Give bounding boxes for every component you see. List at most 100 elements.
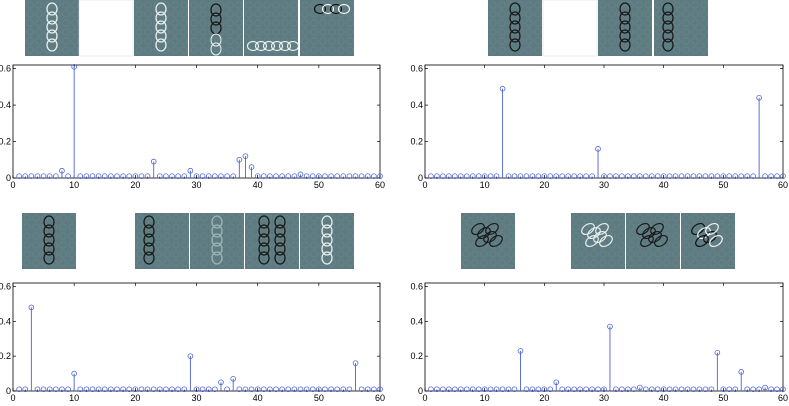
texture-ring [617, 10, 625, 18]
texture-ring [718, 250, 726, 258]
texture-ring [489, 259, 497, 267]
texture-ring [617, 1, 625, 9]
stem-marker [756, 95, 762, 101]
baseline-marker [690, 173, 697, 179]
baseline-marker [59, 386, 65, 393]
thumbnail-frame [598, 0, 652, 56]
texture-ring [617, 241, 625, 249]
baseline-marker [22, 386, 29, 393]
texture-ring [23, 241, 31, 249]
texture-ring [310, 250, 318, 258]
texture-ring [32, 223, 40, 231]
texture-ring [209, 259, 217, 267]
texture-ring [190, 10, 198, 18]
texture-ring [489, 37, 497, 45]
texture-ring [673, 19, 681, 27]
baseline-marker [132, 173, 139, 179]
baseline-marker [702, 386, 709, 393]
texture-ring [346, 214, 354, 222]
baseline-marker [181, 386, 188, 393]
texture-ring [471, 223, 479, 231]
baseline-marker [493, 173, 500, 179]
stem-marker [218, 379, 224, 386]
texture-ring [507, 250, 515, 258]
baseline-marker [452, 386, 458, 393]
chain-ring [143, 215, 155, 229]
x-tick-label: 50 [314, 180, 324, 190]
baseline-marker [371, 386, 377, 393]
texture-ring [282, 214, 290, 222]
texture-ring [700, 241, 708, 249]
texture-ring [636, 250, 644, 258]
chain-ring [270, 40, 284, 52]
baseline-marker [762, 173, 768, 179]
baseline-marker [101, 386, 108, 393]
texture-ring [272, 10, 280, 18]
baseline-marker [690, 386, 697, 393]
texture-ring [71, 10, 79, 18]
baseline-marker [309, 173, 316, 179]
baseline-marker [631, 386, 637, 393]
chain-ring [155, 2, 167, 16]
x-tick-label: 20 [539, 180, 549, 190]
x-tick-label: 10 [480, 393, 490, 403]
texture-ring [462, 241, 470, 249]
texture-ring [581, 259, 589, 267]
texture-ring [480, 241, 488, 249]
baseline-marker [236, 386, 243, 393]
thumbnail-frame [135, 213, 189, 269]
pattern-thumbnail [488, 0, 542, 56]
texture-ring [171, 28, 179, 36]
chain-ring [695, 234, 709, 248]
texture-ring [337, 28, 345, 36]
texture-ring [663, 250, 671, 258]
texture-ring [272, 19, 280, 27]
baseline-marker [499, 386, 506, 393]
x-tick-label: 30 [191, 180, 201, 190]
texture-ring [263, 10, 271, 18]
stem-marker [230, 376, 237, 382]
baseline-marker [285, 386, 292, 393]
texture-ring [291, 223, 299, 231]
x-tick-label: 10 [480, 180, 490, 190]
texture-ring [590, 241, 598, 249]
texture-ring [153, 28, 161, 36]
texture-ring [471, 259, 479, 267]
texture-ring [26, 10, 34, 18]
stem-marker [28, 304, 35, 311]
x-tick-label: 40 [253, 393, 263, 403]
texture-ring [489, 250, 497, 258]
chain-ring [43, 233, 55, 247]
texture-ring [68, 232, 76, 240]
texture-ring [691, 223, 699, 231]
texture-ring [682, 1, 690, 9]
texture-ring [673, 28, 681, 36]
texture-ring [181, 241, 189, 249]
texture-ring [181, 259, 189, 267]
texture-ring [180, 46, 188, 54]
texture-ring [310, 10, 318, 18]
pattern-thumbnail [681, 213, 735, 269]
pattern-thumbnail [78, 0, 134, 57]
chain-ring [650, 222, 664, 236]
chain-ring [619, 38, 631, 52]
texture-ring [68, 250, 76, 258]
texture-ring [599, 1, 607, 9]
baseline-marker [224, 386, 230, 393]
texture-ring [200, 250, 208, 258]
baseline-marker [636, 173, 643, 179]
texture-ring [644, 1, 652, 9]
texture-ring [62, 19, 70, 27]
texture-ring [498, 10, 506, 18]
texture-ring [682, 28, 690, 36]
texture-ring [507, 241, 515, 249]
texture-ring [68, 241, 76, 249]
texture-ring [346, 223, 354, 231]
texture-ring [226, 28, 234, 36]
baseline-marker [469, 173, 476, 179]
texture-ring [41, 259, 49, 267]
x-tick-label: 50 [718, 393, 728, 403]
texture-ring [462, 232, 470, 240]
texture-ring [337, 37, 345, 45]
baseline-marker [340, 173, 347, 179]
